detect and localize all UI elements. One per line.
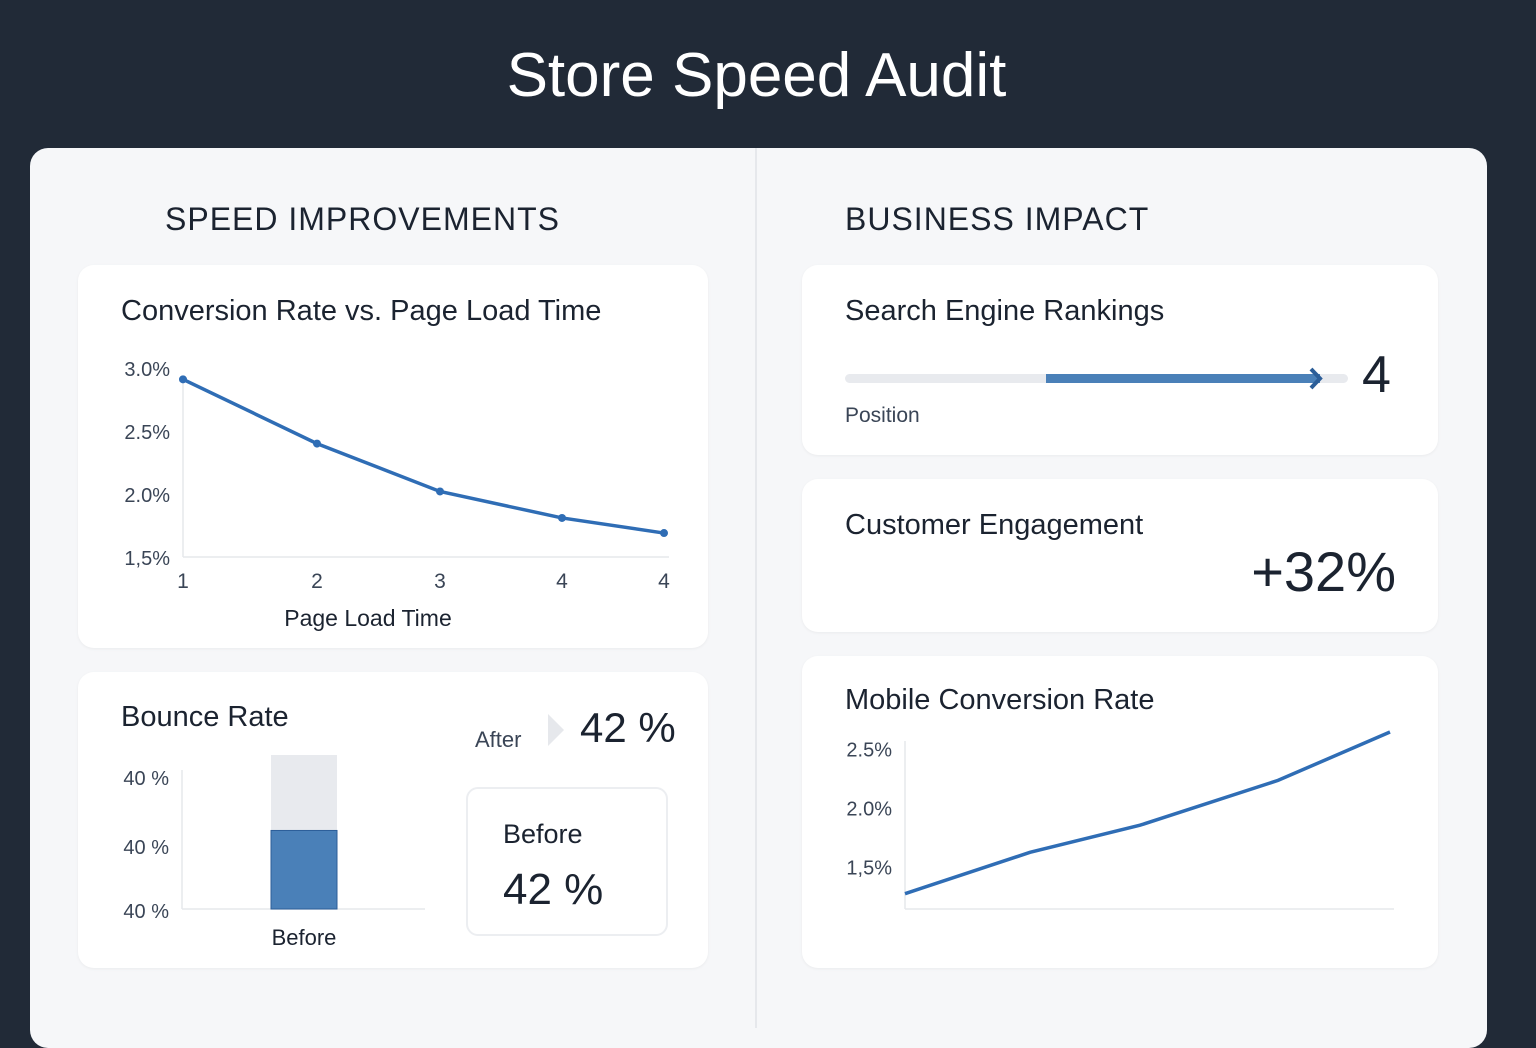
before-label: Before <box>503 819 583 849</box>
section-title-speed: SPEED IMPROVEMENTS <box>165 201 560 237</box>
conversion-line-chart: 3.0% 2.5% 2.0% 1,5% 1 2 3 4 4 <box>124 359 670 593</box>
data-point <box>436 487 444 496</box>
x-tick-label: 4 <box>556 570 568 593</box>
bounce-bar-chart: 40 % 40 % 40 % Before <box>123 755 425 950</box>
page-title: Store Speed Audit <box>506 41 1007 110</box>
chart-title: Conversion Rate vs. Page Load Time <box>121 295 602 327</box>
engagement-value: +32% <box>1251 540 1396 603</box>
chart-title: Mobile Conversion Rate <box>845 684 1155 716</box>
ranking-progress-track <box>845 367 1348 390</box>
y-tick-label: 40 % <box>123 768 169 790</box>
ranking-progress-fill <box>1046 374 1320 383</box>
engagement-card: Customer Engagement +32% <box>802 479 1438 632</box>
data-point <box>179 375 187 384</box>
data-point <box>313 439 321 448</box>
y-tick-label: 40 % <box>123 837 169 859</box>
x-axis-label: Page Load Time <box>284 605 452 631</box>
arrow-right-icon <box>548 714 564 746</box>
x-tick-label: 1 <box>177 570 189 593</box>
y-tick-label: 3.0% <box>124 359 170 381</box>
before-value: 42 % <box>503 865 604 914</box>
column-divider <box>755 148 757 1028</box>
data-point <box>660 529 668 538</box>
y-tick-label: 2.5% <box>846 740 892 762</box>
bounce-rate-card: Bounce Rate 40 % 40 % 40 % Before After 42 … <box>78 672 708 968</box>
bar-before <box>270 829 338 910</box>
x-tick-label: Before <box>272 925 337 950</box>
arrow-head-icon <box>1309 367 1323 390</box>
y-tick-label: 1,5% <box>124 548 170 570</box>
ranking-value: 4 <box>1362 346 1391 404</box>
x-tick-label: 2 <box>311 570 323 593</box>
mobile-conversion-card: Mobile Conversion Rate 2.5% 2.0% 1,5% <box>802 656 1438 968</box>
y-tick-label: 1,5% <box>846 858 892 880</box>
y-tick-label: 40 % <box>123 901 169 923</box>
y-tick-label: 2.5% <box>124 422 170 444</box>
mobile-line-chart: 2.5% 2.0% 1,5% <box>846 730 1394 910</box>
y-tick-label: 2.0% <box>124 485 170 507</box>
rankings-title: Search Engine Rankings <box>845 295 1165 327</box>
before-box: Before 42 % <box>466 787 668 936</box>
after-label: After <box>475 727 522 752</box>
after-value: 42 % <box>580 704 676 751</box>
chart-title: Bounce Rate <box>121 701 289 733</box>
series-line <box>904 730 1391 896</box>
x-tick-label: 4 <box>658 570 670 593</box>
rankings-card: Search Engine Rankings 4 Position <box>802 265 1438 455</box>
ranking-label: Position <box>845 404 920 427</box>
x-tick-label: 3 <box>434 570 446 593</box>
y-tick-label: 2.0% <box>846 799 892 821</box>
section-title-business: BUSINESS IMPACT <box>845 201 1150 237</box>
conversion-chart-card: Conversion Rate vs. Page Load Time 3.0% 2… <box>78 265 708 648</box>
engagement-title: Customer Engagement <box>845 509 1144 541</box>
data-point <box>558 513 566 522</box>
series-line <box>182 377 665 535</box>
